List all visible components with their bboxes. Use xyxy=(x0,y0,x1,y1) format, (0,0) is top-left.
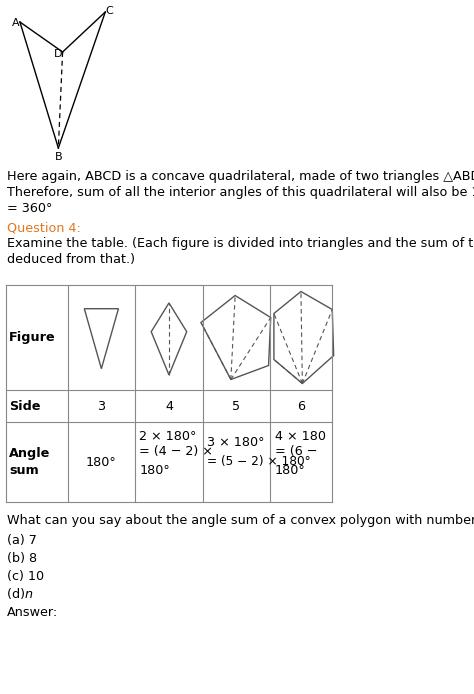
Text: Examine the table. (Each figure is divided into triangles and the sum of th: Examine the table. (Each figure is divid… xyxy=(7,237,474,250)
Text: = (6 −: = (6 − xyxy=(274,446,317,459)
Text: Answer:: Answer: xyxy=(7,606,58,619)
Text: Figure: Figure xyxy=(9,331,56,344)
Text: (a) 7: (a) 7 xyxy=(7,534,37,547)
Text: (b) 8: (b) 8 xyxy=(7,552,37,565)
Text: Question 4:: Question 4: xyxy=(7,221,81,234)
Text: Side: Side xyxy=(9,400,41,412)
Text: 180°: 180° xyxy=(139,464,170,477)
Text: sum: sum xyxy=(9,464,39,477)
Text: 6: 6 xyxy=(297,400,305,412)
Text: A: A xyxy=(12,18,19,28)
Text: Here again, ABCD is a concave quadrilateral, made of two triangles △ABD an: Here again, ABCD is a concave quadrilate… xyxy=(7,170,474,183)
Text: n: n xyxy=(24,588,32,601)
Text: = (5 − 2) × 180°: = (5 − 2) × 180° xyxy=(207,455,310,468)
Text: Angle: Angle xyxy=(9,448,51,461)
Text: C: C xyxy=(106,6,113,16)
Text: Therefore, sum of all the interior angles of this quadrilateral will also be 180: Therefore, sum of all the interior angle… xyxy=(7,186,474,199)
Text: 2 × 180°: 2 × 180° xyxy=(139,430,197,443)
Text: 5: 5 xyxy=(232,400,241,412)
Text: 4 × 180: 4 × 180 xyxy=(274,430,326,443)
Text: deduced from that.): deduced from that.) xyxy=(7,253,135,266)
Text: D: D xyxy=(54,49,62,59)
Text: = 360°: = 360° xyxy=(7,202,53,215)
Text: (d): (d) xyxy=(7,588,29,601)
Text: What can you say about the angle sum of a convex polygon with number of s: What can you say about the angle sum of … xyxy=(7,514,474,527)
Text: 4: 4 xyxy=(165,400,173,412)
Text: = (4 − 2) ×: = (4 − 2) × xyxy=(139,446,213,459)
Text: 180°: 180° xyxy=(274,464,305,477)
Text: 3 × 180°: 3 × 180° xyxy=(207,436,264,448)
Text: (c) 10: (c) 10 xyxy=(7,570,44,583)
Text: B: B xyxy=(55,152,63,162)
Text: 180°: 180° xyxy=(86,455,117,468)
Text: 3: 3 xyxy=(97,400,105,412)
